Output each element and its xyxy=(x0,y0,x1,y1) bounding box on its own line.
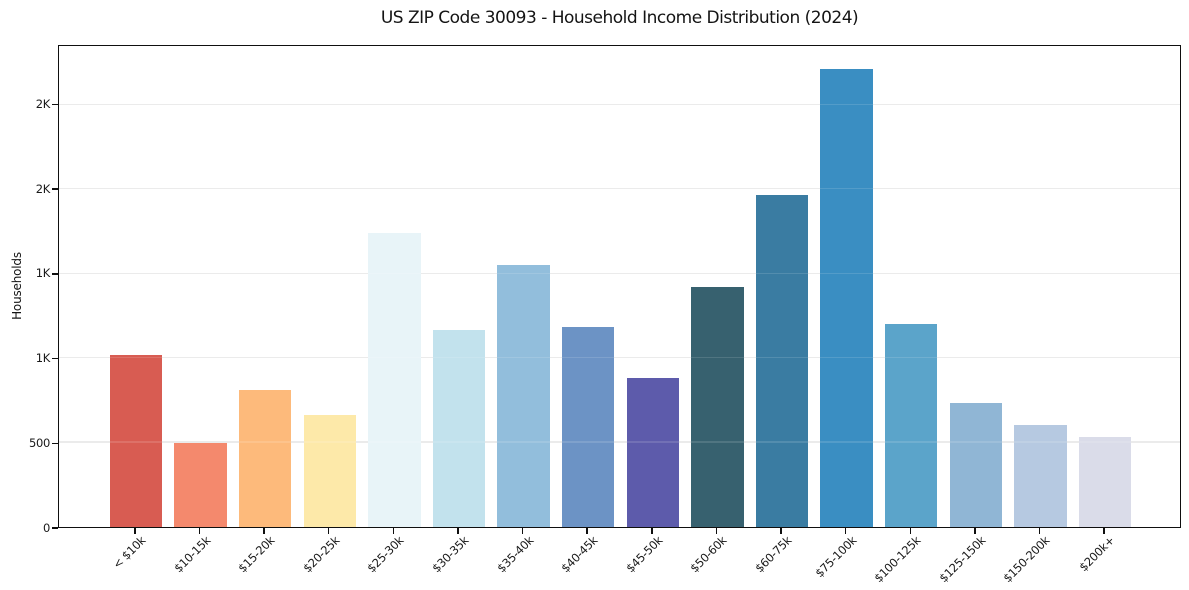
bar-10-15k xyxy=(174,442,227,527)
x-tick-mark xyxy=(974,528,976,534)
x-tick-mark xyxy=(1038,528,1041,534)
gridline-overlay xyxy=(59,441,1180,443)
x-tick-mark xyxy=(134,528,136,534)
x-tick-mark xyxy=(1103,528,1105,534)
x-tick-mark xyxy=(586,528,588,534)
bar-25-30k xyxy=(368,233,421,527)
x-tick-mark xyxy=(392,528,395,534)
x-tick-mark xyxy=(521,528,524,534)
gridline-overlay-layer xyxy=(59,46,1180,527)
bars-layer xyxy=(59,46,1180,527)
gridlines-layer xyxy=(59,46,1180,527)
x-tick-mark xyxy=(457,528,459,534)
y-tick-mark xyxy=(52,527,58,529)
x-tick-mark xyxy=(909,528,911,534)
y-tick-mark xyxy=(52,188,58,190)
bar-60-75k xyxy=(755,195,809,527)
y-tick-mark xyxy=(52,357,58,360)
y-tick-mark xyxy=(52,103,58,106)
bar-30-35k xyxy=(432,329,486,527)
gridline-overlay xyxy=(59,272,1180,274)
y-tick-label: 1K xyxy=(35,351,51,366)
gridline xyxy=(59,441,1180,443)
gridline xyxy=(59,272,1180,274)
bar-150-200k xyxy=(1014,424,1067,527)
y-tick-mark xyxy=(52,442,58,444)
bar-50-60k xyxy=(691,286,744,527)
y-tick-label: 500 xyxy=(28,435,50,450)
bar-125-150k xyxy=(949,402,1003,527)
y-tick-label: 1K xyxy=(35,266,51,281)
gridline-overlay xyxy=(59,357,1180,359)
gridline xyxy=(59,103,1180,106)
bar-20-25k xyxy=(303,414,356,527)
y-tick-label: 2K xyxy=(35,96,51,111)
bar-15-20k xyxy=(238,390,292,527)
x-tick-mark xyxy=(651,528,653,534)
x-tick-mark xyxy=(327,528,330,534)
x-tick-mark xyxy=(198,528,201,534)
x-tick-mark xyxy=(715,528,718,534)
x-tick-label: < $10k xyxy=(109,533,149,572)
gridline-overlay xyxy=(59,188,1180,190)
bar-10k xyxy=(109,354,163,527)
bar-75-100k xyxy=(820,68,873,527)
bar-40-45k xyxy=(562,327,615,527)
y-tick-mark xyxy=(52,273,58,275)
bar-200k xyxy=(1078,436,1132,527)
x-tick-mark xyxy=(780,528,782,534)
chart-title: US ZIP Code 30093 - Household Income Dis… xyxy=(380,8,859,28)
bar-100-125k xyxy=(885,324,938,527)
gridline xyxy=(59,188,1180,190)
gridline-overlay xyxy=(59,103,1180,106)
y-axis-label: Households xyxy=(10,252,24,320)
y-tick-label: 0 xyxy=(42,520,50,535)
x-tick-mark xyxy=(844,528,847,534)
x-tick-mark xyxy=(263,528,265,534)
plot-area xyxy=(58,45,1181,528)
bar-35-40k xyxy=(497,265,550,527)
y-tick-label: 2K xyxy=(35,181,51,196)
bar-45-50k xyxy=(626,377,679,527)
gridline xyxy=(59,357,1180,359)
